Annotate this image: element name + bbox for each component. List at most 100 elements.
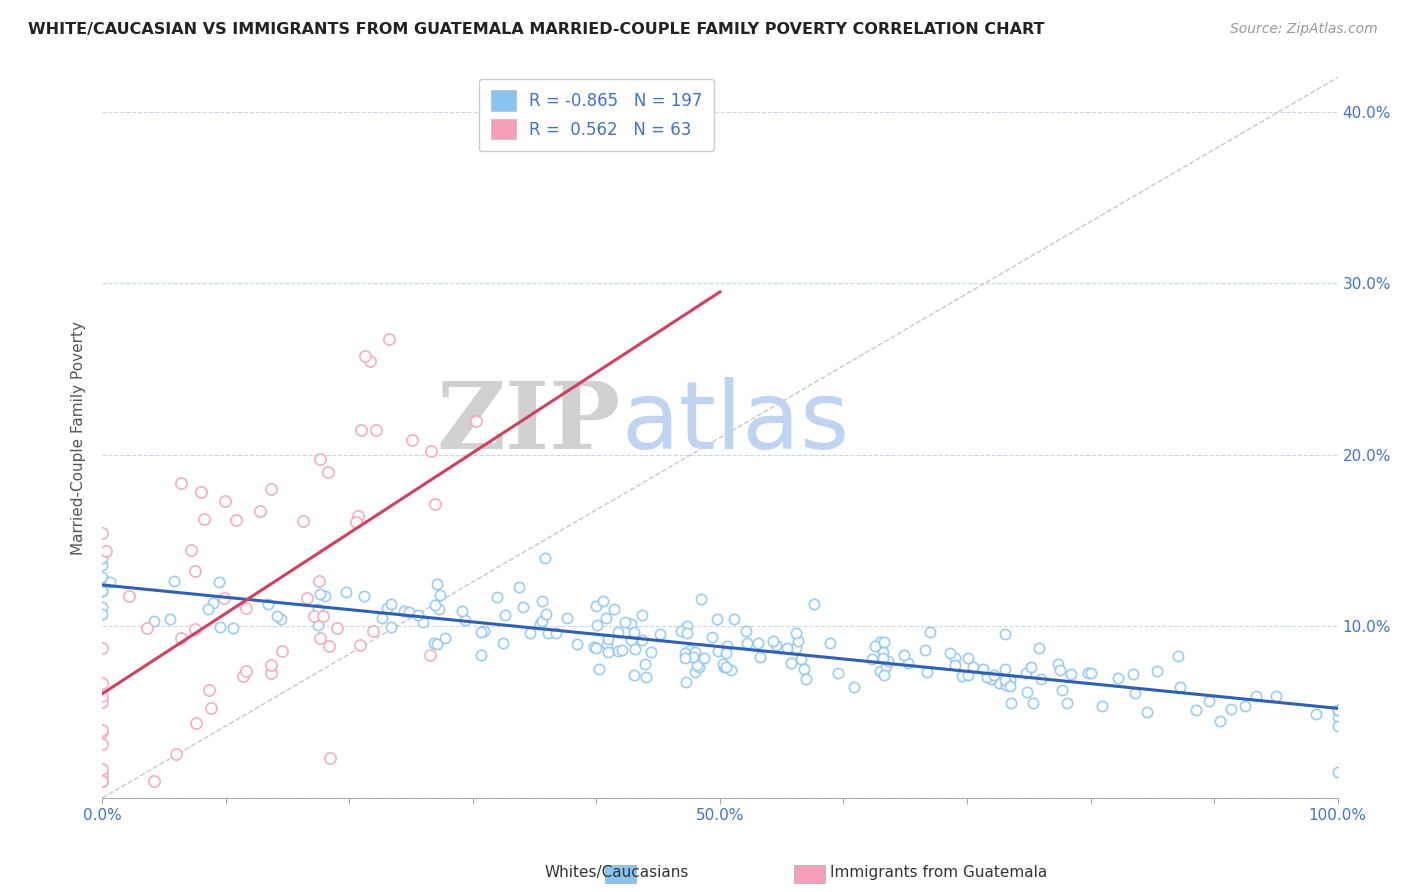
Point	[434, 632, 457, 646]
Point	[91, 723, 114, 738]
Point	[91, 695, 114, 709]
Point	[1168, 680, 1191, 694]
Point	[995, 678, 1018, 692]
Point	[159, 611, 181, 625]
Point	[603, 602, 626, 616]
Point	[180, 543, 202, 558]
Point	[872, 645, 894, 659]
Point	[606, 644, 628, 658]
Point	[610, 642, 633, 657]
Point	[426, 637, 449, 651]
Point	[398, 605, 420, 619]
Point	[193, 512, 215, 526]
Point	[392, 604, 415, 618]
Point	[201, 596, 224, 610]
Point	[918, 624, 941, 639]
Point	[364, 423, 387, 437]
Point	[534, 550, 557, 565]
Point	[512, 599, 534, 614]
Point	[91, 584, 114, 599]
Point	[91, 583, 114, 598]
Point	[707, 644, 730, 658]
Point	[706, 612, 728, 626]
Point	[426, 577, 449, 591]
Point	[1305, 707, 1327, 722]
Point	[91, 575, 114, 590]
Point	[1046, 657, 1069, 672]
Point	[592, 593, 614, 607]
Point	[423, 497, 446, 511]
Point	[716, 639, 738, 653]
Point	[1198, 694, 1220, 708]
Point	[1123, 685, 1146, 699]
Point	[596, 632, 619, 646]
Point	[429, 588, 451, 602]
Point	[1028, 640, 1050, 655]
Y-axis label: Married-Couple Family Poverty: Married-Couple Family Poverty	[72, 321, 86, 555]
Point	[688, 659, 710, 673]
Point	[1184, 703, 1206, 717]
Point	[235, 664, 257, 678]
Point	[197, 601, 219, 615]
Point	[943, 650, 966, 665]
Point	[720, 663, 742, 677]
Point	[118, 589, 141, 603]
Point	[1015, 666, 1038, 681]
Point	[91, 676, 114, 690]
Point	[723, 612, 745, 626]
Point	[614, 615, 637, 630]
Point	[1080, 665, 1102, 680]
Point	[307, 602, 329, 616]
Point	[1326, 765, 1348, 780]
Point	[873, 635, 896, 649]
Point	[980, 672, 1002, 686]
Point	[675, 674, 697, 689]
Point	[780, 656, 803, 670]
Point	[91, 689, 114, 703]
Point	[163, 574, 186, 588]
Point	[917, 665, 939, 680]
Point	[650, 627, 672, 641]
Point	[952, 669, 974, 683]
Point	[318, 639, 340, 653]
Point	[747, 636, 769, 650]
Point	[1077, 665, 1099, 680]
Point	[529, 617, 551, 632]
Point	[363, 624, 385, 639]
Point	[170, 631, 193, 645]
Point	[486, 590, 509, 604]
Point	[270, 612, 292, 626]
Point	[266, 609, 288, 624]
Point	[225, 512, 247, 526]
Point	[427, 601, 450, 615]
Point	[350, 423, 373, 437]
Point	[375, 600, 398, 615]
Point	[537, 626, 560, 640]
Point	[938, 646, 960, 660]
Point	[259, 666, 281, 681]
Point	[803, 598, 825, 612]
Point	[208, 574, 231, 589]
Point	[956, 650, 979, 665]
Point	[565, 637, 588, 651]
Point	[863, 639, 886, 653]
Point	[555, 611, 578, 625]
Point	[470, 648, 492, 662]
Point	[711, 657, 734, 672]
Point	[620, 616, 643, 631]
Point	[91, 599, 114, 614]
Point	[91, 773, 114, 788]
Point	[1208, 714, 1230, 728]
Point	[1135, 706, 1157, 720]
Point	[380, 620, 402, 634]
Point	[349, 638, 371, 652]
Point	[595, 611, 617, 625]
Point	[998, 679, 1021, 693]
Point	[91, 773, 114, 788]
Point	[91, 558, 114, 572]
Text: ZIP: ZIP	[437, 378, 621, 468]
Point	[249, 504, 271, 518]
Point	[1146, 664, 1168, 678]
Point	[186, 716, 208, 731]
Point	[377, 332, 399, 346]
